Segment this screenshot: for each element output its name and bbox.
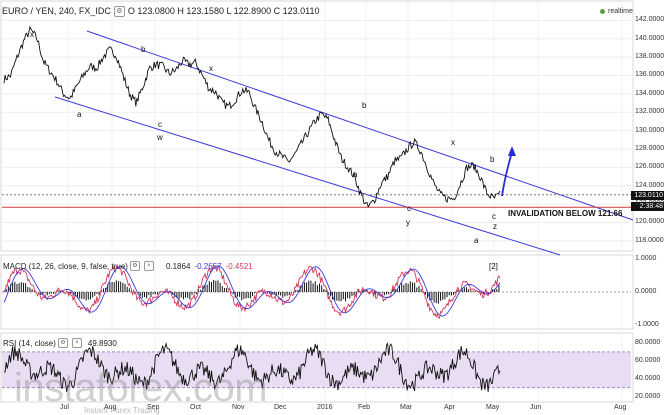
macd-tick-label: 0.0000 bbox=[635, 288, 657, 295]
watermark: instaforex.com Instant Forex Trading bbox=[14, 366, 268, 415]
macd-legend: MACD (12, 26, close, 9, false, true) ⚙ ×… bbox=[3, 261, 253, 271]
wave-label: [2] bbox=[489, 262, 498, 271]
realtime-label: realtime bbox=[608, 8, 633, 15]
wave-label: b bbox=[362, 101, 367, 110]
projection-arrow-shaft bbox=[501, 151, 513, 197]
wave-label: y bbox=[406, 218, 410, 227]
wave-label: x bbox=[451, 138, 455, 147]
wave-label: x bbox=[209, 64, 213, 73]
price-series bbox=[3, 25, 501, 209]
macd-value-2: -0.2657 bbox=[194, 261, 222, 271]
wave-label: c bbox=[407, 204, 411, 213]
rsi-tick-label: 80.0000 bbox=[635, 338, 661, 346]
price-tick-label: 126.0000 bbox=[635, 163, 665, 171]
realtime-indicator: realtime bbox=[600, 8, 633, 15]
macd-signal-line bbox=[3, 265, 501, 317]
time-tick-label: Jul bbox=[60, 404, 69, 411]
price-tick-label: 140.0000 bbox=[635, 34, 665, 42]
channel-lower-line bbox=[54, 96, 561, 256]
wave-label: a bbox=[353, 170, 358, 179]
wave-label: z bbox=[493, 222, 497, 231]
settings-icon[interactable]: ⚙ bbox=[113, 5, 125, 17]
price-tick-label: 124.0000 bbox=[635, 181, 665, 189]
watermark-brand: instaforex.com bbox=[14, 366, 268, 410]
channel-lines bbox=[2, 30, 634, 256]
countdown-box: 2:38:48 bbox=[631, 202, 664, 211]
time-tick-label: Apr bbox=[444, 404, 455, 411]
price-tick-label: 128.0000 bbox=[635, 144, 665, 152]
macd-value-1: 0.1864 bbox=[165, 261, 191, 271]
time-tick-label: May bbox=[486, 404, 500, 411]
watermark-tagline: Instant Forex Trading bbox=[84, 406, 160, 415]
rsi-title[interactable]: RSI (14, close) bbox=[3, 338, 56, 348]
rsi-tick-label: 20.0000 bbox=[635, 392, 661, 400]
projection-arrow bbox=[501, 146, 516, 197]
price-tick-label: 120.0000 bbox=[635, 218, 665, 226]
last-price-box: 123.0110 bbox=[631, 191, 664, 200]
chart-header: EURO / YEN, 240, FX_IDC ⚙ O 123.0800 H 1… bbox=[2, 4, 320, 18]
wave-label: x bbox=[30, 30, 34, 39]
ohlc-readout: O 123.0800 H 123.1580 L 122.8900 C 123.0… bbox=[127, 6, 320, 16]
price-tick-label: 138.0000 bbox=[635, 53, 665, 61]
macd-tick-label: 1.0000 bbox=[635, 255, 657, 263]
time-tick-label: Aug bbox=[614, 404, 627, 411]
rsi-close-icon[interactable]: × bbox=[71, 338, 82, 348]
price-tick-label: 134.0000 bbox=[635, 89, 665, 97]
macd-close-icon[interactable]: × bbox=[143, 261, 154, 271]
wave-label: b bbox=[490, 155, 495, 164]
time-tick-label: 2016 bbox=[317, 404, 333, 411]
price-tick-label: 130.0000 bbox=[635, 126, 665, 134]
time-tick-label: Oct bbox=[190, 404, 201, 411]
rsi-legend: RSI (14, close) ⚙ × 49.8930 bbox=[3, 338, 117, 348]
rsi-line bbox=[3, 341, 501, 392]
invalidation-label: INVALIDATION BELOW 121.66 bbox=[508, 209, 623, 218]
time-tick-label: Jun bbox=[530, 404, 542, 411]
price-line bbox=[3, 25, 501, 209]
price-tick-label: 118.0000 bbox=[635, 236, 664, 244]
macd-panel-frame bbox=[0, 254, 634, 330]
time-tick-label: Nov bbox=[232, 404, 245, 411]
live-dot-icon bbox=[600, 9, 605, 14]
time-tick-label: Mar bbox=[400, 404, 413, 411]
macd-tick-label: -1.0000 bbox=[635, 320, 659, 328]
price-tick-label: 132.0000 bbox=[635, 108, 665, 116]
wave-label: c bbox=[492, 212, 496, 221]
price-tick-label: 136.0000 bbox=[635, 71, 665, 79]
rsi-tick-label: 40.0000 bbox=[635, 374, 661, 382]
time-tick-label: Sep bbox=[147, 404, 160, 411]
price-tick-label: 122.0000 bbox=[635, 200, 665, 208]
wave-label: a bbox=[77, 110, 82, 119]
macd-settings-icon[interactable]: ⚙ bbox=[129, 261, 140, 271]
rsi-panel-frame bbox=[0, 332, 634, 403]
macd-title[interactable]: MACD (12, 26, close, 9, false, true) bbox=[3, 261, 128, 271]
wave-label: w bbox=[157, 133, 163, 142]
rsi-tick-label: 60.0000 bbox=[635, 356, 661, 364]
wave-label: c bbox=[158, 120, 162, 129]
wave-label: b bbox=[141, 45, 146, 54]
time-tick-label: Aug bbox=[104, 404, 117, 411]
main-panel-frame bbox=[0, 0, 634, 252]
time-tick-label: Dec bbox=[274, 404, 287, 411]
rsi-series bbox=[3, 341, 501, 392]
time-tick-label: Feb bbox=[358, 404, 371, 411]
projection-arrow-head bbox=[508, 146, 516, 156]
wave-label: a bbox=[474, 236, 479, 245]
price-tick-label: 142.0000 bbox=[635, 16, 665, 24]
macd-value-3: -0.4521 bbox=[225, 261, 253, 271]
channel-upper-line bbox=[86, 30, 634, 221]
macd-series bbox=[2, 264, 631, 319]
rsi-value: 49.8930 bbox=[87, 338, 117, 348]
grid bbox=[2, 2, 631, 401]
symbol-title[interactable]: EURO / YEN, 240, FX_IDC bbox=[2, 6, 111, 16]
rsi-settings-icon[interactable]: ⚙ bbox=[57, 338, 68, 348]
